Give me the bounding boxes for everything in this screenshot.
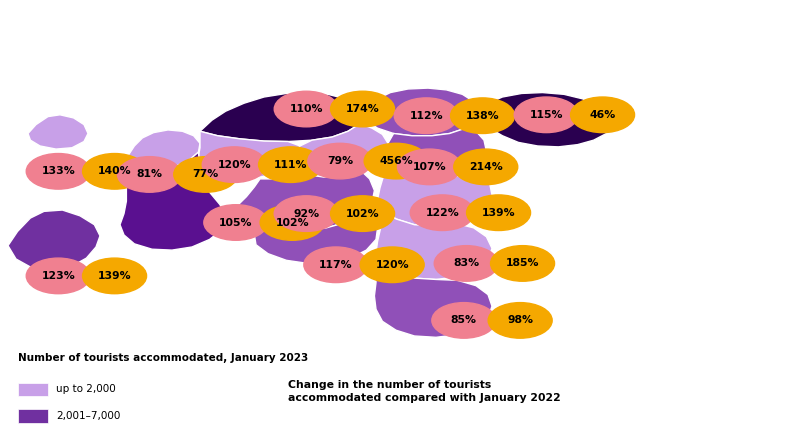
- Polygon shape: [128, 130, 200, 170]
- Text: 117%: 117%: [319, 260, 353, 270]
- Circle shape: [410, 195, 474, 231]
- Circle shape: [432, 303, 496, 338]
- Polygon shape: [28, 115, 88, 149]
- Circle shape: [360, 247, 424, 283]
- Circle shape: [304, 247, 368, 283]
- Circle shape: [514, 97, 578, 133]
- Text: 174%: 174%: [346, 104, 379, 114]
- Polygon shape: [228, 171, 374, 231]
- Circle shape: [398, 149, 462, 185]
- Circle shape: [466, 195, 530, 231]
- Circle shape: [204, 205, 268, 240]
- Text: 214%: 214%: [469, 162, 502, 172]
- Text: 139%: 139%: [482, 208, 515, 218]
- Polygon shape: [292, 124, 388, 177]
- Circle shape: [434, 246, 498, 281]
- FancyBboxPatch shape: [18, 409, 48, 423]
- Text: 77%: 77%: [193, 170, 219, 179]
- Text: 456%: 456%: [379, 156, 413, 166]
- Text: 46%: 46%: [590, 110, 616, 120]
- Circle shape: [364, 143, 428, 179]
- Polygon shape: [200, 93, 364, 142]
- Text: 79%: 79%: [326, 156, 353, 166]
- Circle shape: [570, 97, 634, 133]
- Text: 123%: 123%: [42, 271, 75, 281]
- Circle shape: [202, 147, 266, 182]
- Text: 81%: 81%: [137, 170, 162, 179]
- Polygon shape: [120, 152, 226, 250]
- Text: 102%: 102%: [346, 209, 379, 218]
- Text: 115%: 115%: [530, 110, 563, 120]
- Circle shape: [274, 91, 338, 127]
- Circle shape: [330, 196, 394, 231]
- Polygon shape: [254, 214, 378, 263]
- Polygon shape: [376, 210, 492, 279]
- Polygon shape: [364, 88, 478, 136]
- Text: 140%: 140%: [98, 166, 131, 176]
- Text: 92%: 92%: [293, 209, 319, 218]
- Polygon shape: [386, 128, 486, 179]
- Text: Number of tourists accommodated, January 2023: Number of tourists accommodated, January…: [18, 353, 308, 363]
- Text: 85%: 85%: [451, 316, 477, 325]
- Circle shape: [258, 147, 322, 182]
- Circle shape: [26, 154, 90, 189]
- Circle shape: [488, 303, 552, 338]
- Circle shape: [394, 98, 458, 134]
- Text: 133%: 133%: [42, 166, 75, 176]
- Polygon shape: [8, 210, 100, 271]
- Text: 83%: 83%: [453, 259, 479, 268]
- Text: 98%: 98%: [507, 316, 533, 325]
- Text: 2,001–7,000: 2,001–7,000: [56, 411, 120, 421]
- Text: 105%: 105%: [219, 218, 253, 227]
- Circle shape: [330, 91, 394, 127]
- Circle shape: [118, 157, 182, 192]
- Text: 185%: 185%: [506, 259, 539, 268]
- Polygon shape: [378, 164, 492, 226]
- Circle shape: [450, 98, 514, 134]
- Text: 110%: 110%: [290, 104, 323, 114]
- Circle shape: [260, 205, 324, 240]
- Text: 122%: 122%: [426, 208, 459, 218]
- Text: 102%: 102%: [275, 218, 309, 227]
- Circle shape: [174, 157, 238, 192]
- Text: 111%: 111%: [274, 160, 307, 170]
- Text: 138%: 138%: [466, 111, 499, 121]
- Circle shape: [490, 246, 554, 281]
- Text: 107%: 107%: [413, 162, 446, 172]
- Text: 120%: 120%: [375, 260, 409, 270]
- Text: 112%: 112%: [410, 111, 443, 121]
- Circle shape: [454, 149, 518, 185]
- Text: 120%: 120%: [218, 160, 251, 170]
- Circle shape: [274, 196, 338, 231]
- Text: 139%: 139%: [98, 271, 131, 281]
- Polygon shape: [374, 253, 492, 337]
- FancyBboxPatch shape: [18, 383, 48, 396]
- Circle shape: [82, 154, 146, 189]
- Text: up to 2,000: up to 2,000: [56, 384, 116, 394]
- Text: Change in the number of tourists
accommodated compared with January 2022: Change in the number of tourists accommo…: [288, 380, 561, 403]
- Circle shape: [82, 258, 146, 294]
- Polygon shape: [478, 93, 612, 147]
- Circle shape: [308, 143, 372, 179]
- Polygon shape: [198, 131, 300, 179]
- Circle shape: [26, 258, 90, 294]
